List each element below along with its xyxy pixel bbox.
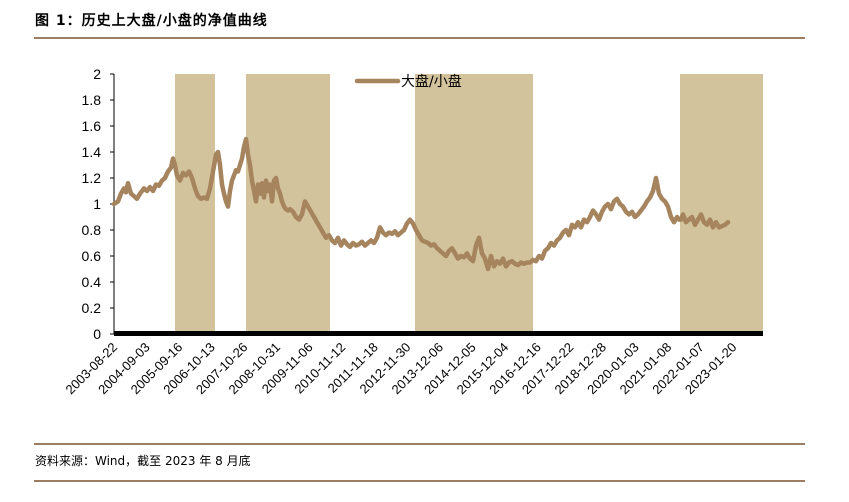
y-tick-label: 1.8 [82,92,102,108]
series-line-large-small-ratio [111,136,731,272]
shaded-period-band [415,74,533,334]
y-tick-label: 1.2 [82,170,102,186]
y-tick-label: 0 [93,326,101,342]
y-tick-label: 1.4 [82,144,102,160]
title-divider [34,37,805,39]
y-tick-label: 0.6 [82,248,102,264]
legend: 大盘/小盘 [354,73,462,90]
source-divider-top [34,443,805,445]
y-tick-label: 0.8 [82,222,102,238]
shaded-period-band [246,74,330,334]
shaded-periods [175,74,763,334]
shaded-period-band [680,74,763,334]
x-axis [114,331,763,336]
figure-title: 图 1：历史上大盘/小盘的净值曲线 [35,13,268,29]
y-tick-label: 0.4 [82,274,102,290]
y-tick-label: 2 [93,66,101,82]
legend-label: 大盘/小盘 [401,73,462,90]
source-note: 资料来源：Wind，截至 2023 年 8 月底 [35,454,251,468]
y-axis: 0 0.2 0.4 0.6 0.8 1 1.2 1.4 1.6 1.8 2 [82,66,115,342]
shaded-period-band [175,74,215,334]
x-axis-labels: 2003-08-222004-09-032005-09-162006-10-13… [62,340,739,398]
line-chart: 0 0.2 0.4 0.6 0.8 1 1.2 1.4 1.6 1.8 2 2003-08-2220… [62,66,763,398]
y-tick-label: 1.6 [82,118,102,134]
y-tick-label: 1 [93,196,101,212]
y-tick-label: 0.2 [82,300,102,316]
source-divider-bottom [34,480,805,482]
